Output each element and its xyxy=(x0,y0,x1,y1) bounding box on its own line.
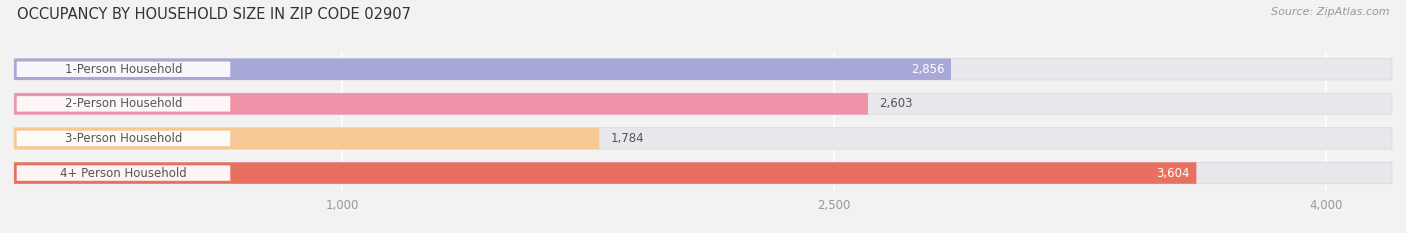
Text: 2,856: 2,856 xyxy=(911,63,945,76)
FancyBboxPatch shape xyxy=(17,131,231,146)
Text: 2,603: 2,603 xyxy=(880,97,912,110)
Text: 1,784: 1,784 xyxy=(610,132,644,145)
Text: 4+ Person Household: 4+ Person Household xyxy=(60,167,187,180)
FancyBboxPatch shape xyxy=(14,58,1392,80)
FancyBboxPatch shape xyxy=(14,162,1392,184)
FancyBboxPatch shape xyxy=(17,62,231,77)
Text: 1-Person Household: 1-Person Household xyxy=(65,63,183,76)
FancyBboxPatch shape xyxy=(14,93,1392,115)
Text: 2-Person Household: 2-Person Household xyxy=(65,97,183,110)
FancyBboxPatch shape xyxy=(17,96,231,112)
FancyBboxPatch shape xyxy=(14,93,868,115)
Text: 3-Person Household: 3-Person Household xyxy=(65,132,183,145)
Text: Source: ZipAtlas.com: Source: ZipAtlas.com xyxy=(1271,7,1389,17)
FancyBboxPatch shape xyxy=(14,162,1197,184)
FancyBboxPatch shape xyxy=(14,128,1392,149)
FancyBboxPatch shape xyxy=(14,58,950,80)
FancyBboxPatch shape xyxy=(17,165,231,181)
Text: 3,604: 3,604 xyxy=(1156,167,1189,180)
Text: OCCUPANCY BY HOUSEHOLD SIZE IN ZIP CODE 02907: OCCUPANCY BY HOUSEHOLD SIZE IN ZIP CODE … xyxy=(17,7,411,22)
FancyBboxPatch shape xyxy=(14,128,599,149)
